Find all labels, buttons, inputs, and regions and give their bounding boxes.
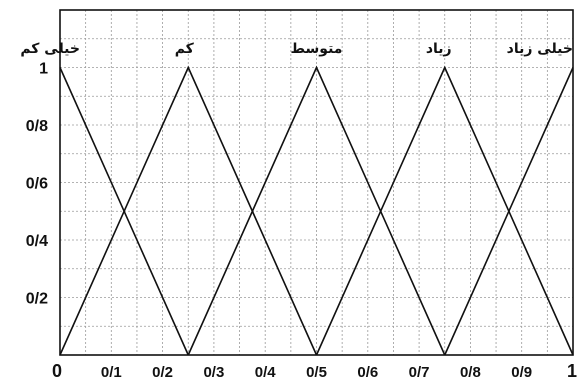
y-tick-label: 0/6 <box>26 176 48 193</box>
series-line-4 <box>315 65 574 356</box>
series-label: خیلی زیاد <box>507 41 573 57</box>
y-tick-label: 0/4 <box>26 233 48 250</box>
series-line-3 <box>187 65 446 356</box>
y-axis-ticks: 0/2 0/4 0/6 0/8 1 <box>26 61 48 308</box>
series-label: زیاد <box>426 41 452 57</box>
x-tick-label: 0/2 <box>152 364 173 381</box>
x-tick-label: 0/3 <box>203 364 224 381</box>
x-tick-label: 0/9 <box>511 364 532 381</box>
x-tick-label: 0/5 <box>306 364 327 381</box>
x-tick-label: 0/4 <box>255 364 277 381</box>
series-labels: خیلی کم کم متوسط زیاد خیلی زیاد <box>20 41 573 57</box>
x-tick-label: 1 <box>567 361 577 381</box>
series-label: خیلی کم <box>20 41 80 57</box>
x-tick-label: 0/6 <box>357 364 378 381</box>
y-tick-label: 1 <box>39 61 48 78</box>
series-label: کم <box>175 41 195 57</box>
y-tick-label: 0/2 <box>26 291 48 308</box>
series-line-5 <box>444 67 574 356</box>
series-lines <box>59 65 574 356</box>
series-label: متوسط <box>291 41 343 57</box>
x-axis-ticks: 0 0/1 0/2 0/3 0/4 0/5 0/6 0/7 0/8 0/9 1 <box>52 361 577 381</box>
series-line-2 <box>59 65 318 356</box>
x-tick-label: 0/7 <box>409 364 430 381</box>
y-tick-label: 0/8 <box>26 118 48 135</box>
x-tick-label: 0 <box>52 361 62 381</box>
x-tick-label: 0/1 <box>101 364 122 381</box>
x-tick-label: 0/8 <box>460 364 481 381</box>
